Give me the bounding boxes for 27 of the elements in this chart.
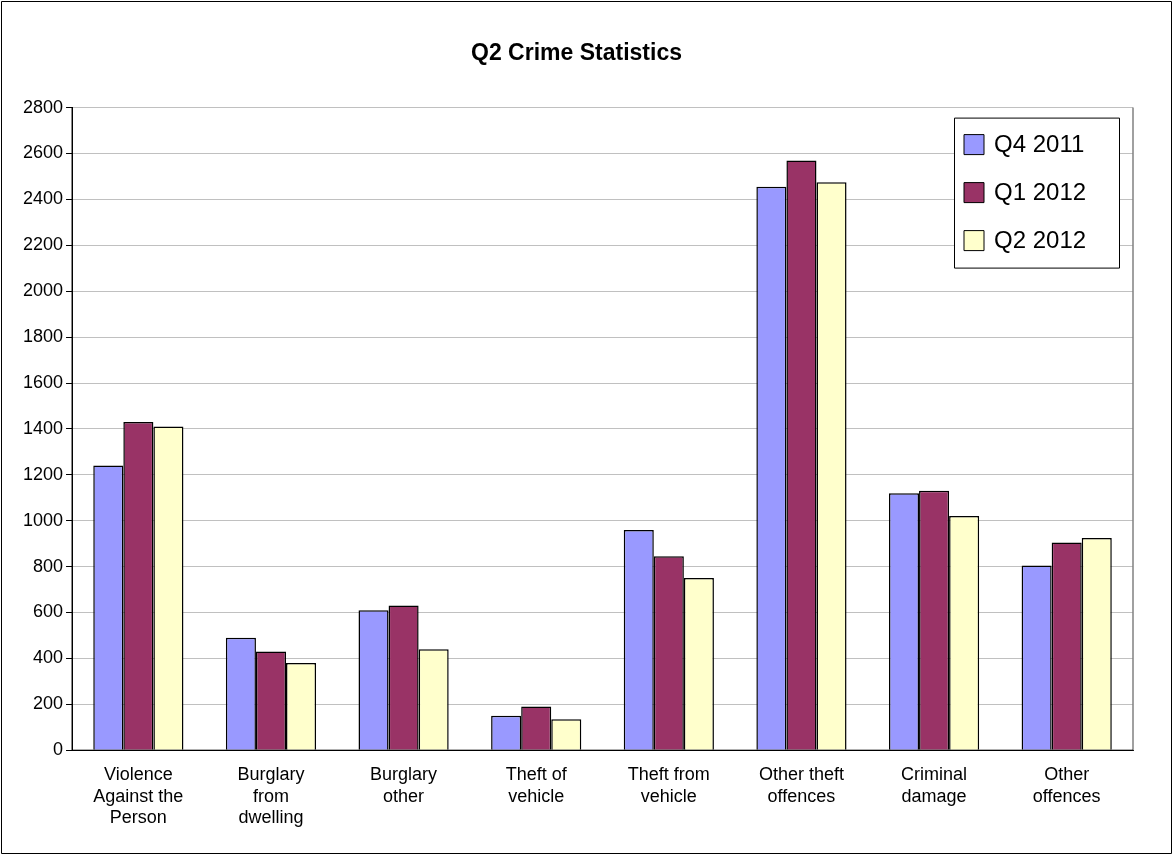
legend-label: Q4 2011 (994, 130, 1085, 158)
x-tick-label: Other theft offences (758, 763, 844, 806)
y-tick-label: 1400 (23, 417, 64, 438)
x-tick-label: Other offences (1032, 763, 1101, 806)
y-tick-label: 1800 (23, 326, 64, 347)
y-tick-label: 400 (33, 647, 64, 668)
x-tick-label: Burglary other (370, 763, 438, 806)
y-tick-label: 2200 (23, 234, 64, 255)
y-tick-label: 2400 (23, 188, 64, 209)
y-tick-label: 1600 (23, 371, 64, 392)
x-tick-label: Criminal damage (901, 763, 968, 806)
y-tick-label: 2800 (23, 96, 64, 117)
legend-label: Q2 2012 (994, 226, 1087, 254)
y-tick-label: 1000 (23, 509, 64, 530)
y-tick-label: 800 (33, 555, 64, 576)
legend-label: Q1 2012 (994, 178, 1087, 206)
y-tick-label: 600 (33, 601, 64, 622)
x-tick-label: Theft of vehicle (505, 763, 568, 806)
chart-title: Q2 Crime Statistics (471, 39, 682, 66)
y-tick-label: 1200 (23, 463, 64, 484)
y-tick-label: 200 (33, 693, 64, 714)
y-tick-label: 2000 (23, 280, 64, 301)
x-tick-label: Burglary from dwelling (237, 763, 305, 828)
x-tick-label: Violence Against the Person (93, 763, 184, 828)
y-tick-label: 2600 (23, 142, 64, 163)
y-tick-label: 0 (53, 739, 64, 760)
x-tick-label: Theft from vehicle (627, 763, 710, 806)
